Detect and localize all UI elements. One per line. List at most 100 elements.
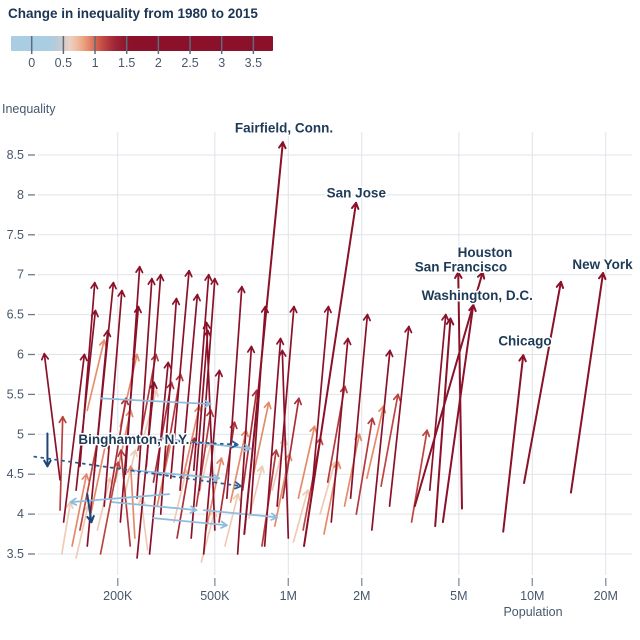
arrow-head: [234, 485, 242, 490]
trend-arrow: [311, 305, 332, 492]
arrow-head: [43, 352, 50, 360]
arrow-head: [108, 281, 115, 289]
arrow-shaft: [343, 433, 361, 507]
arrow-shaft: [198, 277, 216, 492]
arrow-shaft: [457, 271, 463, 510]
arrow-shaft: [441, 304, 475, 524]
arrow-shaft: [276, 305, 295, 507]
trend-arrow: [276, 305, 298, 507]
arrow-head: [202, 321, 208, 330]
arrow-head: [207, 273, 213, 282]
arrow-shaft: [523, 280, 562, 484]
trend-arrow: [40, 352, 61, 481]
arrow-shaft: [371, 349, 391, 531]
city-arrow: [413, 271, 486, 508]
arrow-shaft: [410, 429, 428, 523]
arrow-head: [422, 429, 428, 437]
arrow-head: [184, 269, 190, 277]
trend-arrow: [523, 280, 565, 484]
trend-arrow: [428, 313, 450, 492]
arrow-head: [40, 352, 46, 361]
city-label: Binghamton, N.Y.: [78, 432, 189, 447]
arrow-head: [392, 393, 399, 401]
arrow-head: [408, 325, 413, 334]
arrow-head: [83, 353, 88, 362]
trend-arrow: [159, 437, 252, 453]
legend-tick-label: 1: [92, 56, 99, 70]
arrow-shaft: [152, 517, 228, 527]
arrow-head: [444, 313, 450, 322]
x-axis-title: Population: [503, 605, 562, 619]
trend-arrow: [122, 437, 239, 449]
legend: 0 0.5 1 1.5 2 2.5 3 3.5: [11, 36, 273, 70]
trend-arrow: [202, 321, 216, 531]
arrow-shaft: [311, 305, 330, 492]
arrow-head: [147, 277, 153, 285]
arrow-field: [33, 265, 565, 563]
arrow-shaft: [111, 501, 198, 512]
arrow-head: [468, 304, 475, 312]
arrow-shaft: [59, 415, 64, 511]
arrow-head: [323, 305, 330, 313]
arrow-head: [234, 481, 242, 488]
trend-arrow: [71, 473, 90, 547]
arrow-shaft: [71, 473, 88, 547]
arrow-head: [189, 509, 198, 514]
arrow-head: [350, 201, 358, 209]
y-tick-label: 6.5: [7, 308, 24, 322]
arrow-shaft: [108, 397, 127, 499]
arrow-head: [192, 293, 199, 301]
arrow-head: [179, 373, 184, 382]
trend-arrow: [145, 273, 165, 468]
arrow-shaft: [159, 297, 178, 515]
trend-arrow: [86, 329, 112, 547]
arrow-head: [240, 285, 246, 294]
trend-arrow: [152, 517, 228, 529]
arrow-shaft: [224, 493, 239, 547]
city-arrow: [454, 271, 463, 510]
arrow-head: [243, 447, 252, 453]
trend-arrow: [79, 281, 99, 468]
trend-arrow: [380, 393, 401, 488]
arrow-head: [343, 337, 349, 345]
x-tick-label: 20M: [594, 589, 618, 603]
arrow-head: [358, 433, 363, 442]
trend-arrow: [371, 349, 394, 531]
arrow-head: [153, 381, 158, 390]
legend-tick-label: 3.5: [245, 56, 262, 70]
trend-arrow: [349, 313, 371, 499]
arrow-head: [404, 325, 410, 333]
trend-arrow: [297, 425, 318, 499]
y-tick-label: 3.5: [7, 547, 24, 561]
trend-arrow: [111, 501, 198, 514]
arrow-head: [233, 421, 238, 430]
arrow-head: [327, 305, 332, 314]
arrow-head: [426, 429, 431, 438]
arrow-shaft: [86, 329, 109, 547]
arrow-head: [293, 305, 298, 314]
arrow-head: [133, 305, 140, 313]
trend-arrow: [159, 297, 181, 515]
arrow-head: [137, 497, 142, 505]
arrow-head: [126, 465, 132, 473]
city-arrow: [43, 432, 52, 468]
arrow-head: [289, 305, 295, 313]
arrow-head: [214, 369, 221, 377]
trend-arrow: [136, 277, 156, 499]
arrow-head: [281, 349, 287, 357]
arrow-head: [175, 297, 181, 306]
arrow-head: [69, 501, 78, 506]
arrow-head: [279, 337, 285, 346]
arrow-head: [151, 277, 156, 286]
arrow-shaft: [86, 493, 93, 524]
arrow-shaft: [569, 272, 605, 494]
trend-arrow: [252, 401, 272, 476]
arrow-head: [79, 353, 86, 361]
arrow-shaft: [129, 465, 136, 539]
arrow-head: [205, 321, 211, 329]
x-tick-label: 200K: [103, 589, 133, 603]
arrow-shaft: [131, 469, 220, 480]
arrow-shaft: [198, 441, 213, 495]
arrow-head: [454, 271, 460, 279]
